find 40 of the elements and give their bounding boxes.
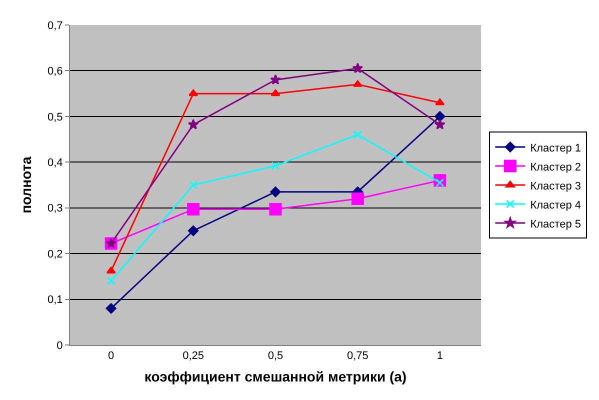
y-tick-label: 0,7 <box>48 20 63 32</box>
legend-label: Кластер 5 <box>530 218 581 230</box>
legend-label: Кластер 3 <box>530 180 581 192</box>
point <box>106 266 116 274</box>
point <box>353 130 362 139</box>
point <box>187 202 200 216</box>
point <box>270 89 280 96</box>
x-tick-label: 0,5 <box>268 350 284 362</box>
point <box>434 111 446 122</box>
point <box>106 276 116 286</box>
point <box>352 80 362 87</box>
y-tick-label: 0,4 <box>48 156 63 169</box>
y-tick-label: 0,6 <box>48 66 63 78</box>
legend-label: Кластер 1 <box>530 142 581 154</box>
y-tick-label: 0,1 <box>48 294 63 306</box>
point <box>188 89 198 96</box>
y-tick-label: 0,5 <box>48 111 63 124</box>
x-tick-label: 0,75 <box>346 350 368 362</box>
point <box>351 192 364 205</box>
point <box>189 180 198 190</box>
point <box>270 74 281 85</box>
point <box>352 62 364 74</box>
y-tick-label: 0,2 <box>48 248 63 260</box>
x-tick-label: 0,25 <box>182 350 204 362</box>
point <box>269 202 282 216</box>
x-axis-title: коэффициент смешанной метрики (a) <box>144 368 407 384</box>
legend-label: Кластер 2 <box>530 161 581 174</box>
x-tick-label: 1 <box>436 350 443 362</box>
point <box>188 119 199 130</box>
point <box>270 186 281 198</box>
point <box>271 162 280 170</box>
point <box>106 303 116 314</box>
point <box>434 119 446 130</box>
y-tick-label: 0 <box>56 340 63 352</box>
legend-label: Кластер 4 <box>530 199 581 212</box>
x-tick-label: 0 <box>108 350 114 362</box>
point <box>435 98 445 106</box>
y-tick-label: 0,3 <box>48 202 63 215</box>
point <box>188 225 199 236</box>
y-axis-title: полнота <box>18 156 34 214</box>
